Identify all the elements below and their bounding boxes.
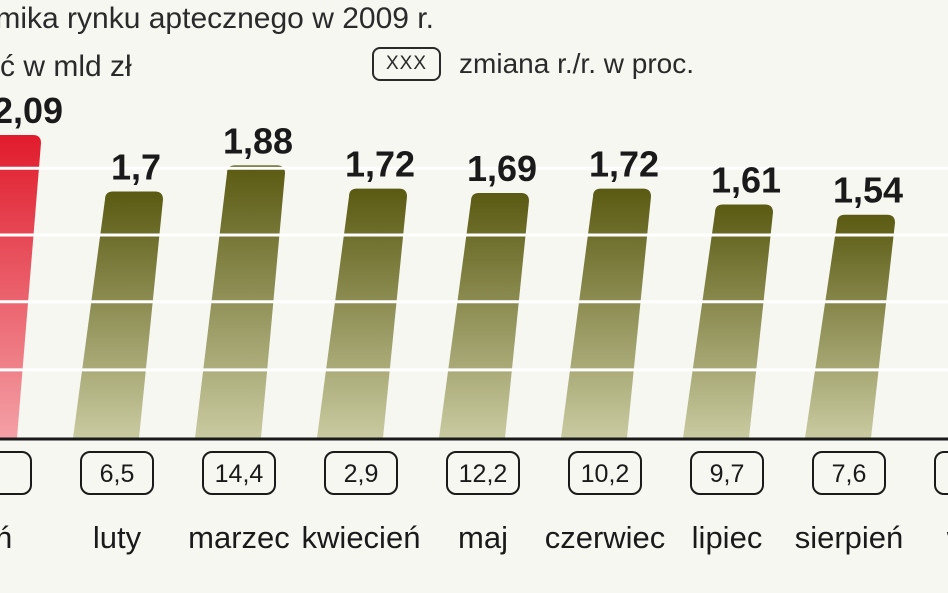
- month-label-5: maj: [458, 520, 508, 555]
- month-label-8: sierpień: [795, 520, 904, 555]
- bar-1: [0, 134, 41, 438]
- bar-8: [805, 214, 895, 438]
- value-label-1: 2,09: [0, 90, 63, 131]
- bar-6: [561, 188, 651, 438]
- value-label-2: 1,7: [111, 147, 161, 188]
- change-value-6: 10,2: [581, 460, 630, 488]
- value-label-3: 1,88: [223, 120, 293, 161]
- change-box-4: [324, 451, 398, 495]
- month-label-7: lipiec: [692, 520, 763, 555]
- value-label-7: 1,61: [711, 160, 781, 201]
- change-value-3: 14,4: [215, 460, 264, 488]
- month-label-6: czerwiec: [545, 520, 666, 555]
- bar-2: [73, 191, 163, 438]
- month-label-3: marzec: [188, 520, 290, 555]
- legend-box-sample: XXX: [372, 47, 442, 81]
- value-label-6: 1,72: [589, 144, 659, 185]
- change-box-2: [80, 451, 154, 495]
- change-box-6: [568, 451, 642, 495]
- month-label-1: eń: [0, 520, 12, 555]
- value-label-5: 1,69: [467, 148, 537, 189]
- bar-7: [683, 204, 773, 438]
- change-value-8: 7,6: [832, 460, 867, 488]
- legend-text: zmiana r./r. w proc.: [459, 48, 694, 79]
- change-box-7: [690, 451, 764, 495]
- change-box-3: [202, 451, 276, 495]
- value-label-4: 1,72: [345, 144, 415, 185]
- month-label-2: luty: [93, 520, 142, 555]
- chart-header: namika rynku aptecznego w 2009 r. tość w…: [0, 0, 948, 95]
- chart-title: namika rynku aptecznego w 2009 r.: [0, 2, 434, 35]
- bar-4: [317, 188, 407, 438]
- legend: XXX zmiana r./r. w proc.: [372, 47, 694, 81]
- unit-label: tość w mld zł: [0, 50, 132, 83]
- change-box-9: [934, 451, 948, 495]
- value-label-8: 1,54: [833, 170, 903, 211]
- month-label-4: kwiecień: [302, 520, 421, 555]
- change-value-5: 12,2: [459, 460, 508, 488]
- change-value-2: 6,5: [100, 460, 135, 488]
- change-value-4: 2,9: [344, 460, 379, 488]
- change-box-1: [0, 451, 32, 495]
- change-box-8: [812, 451, 886, 495]
- change-value-7: 9,7: [710, 460, 745, 488]
- change-box-5: [446, 451, 520, 495]
- month-label-9: wrz: [946, 520, 948, 555]
- bar-5: [439, 192, 529, 438]
